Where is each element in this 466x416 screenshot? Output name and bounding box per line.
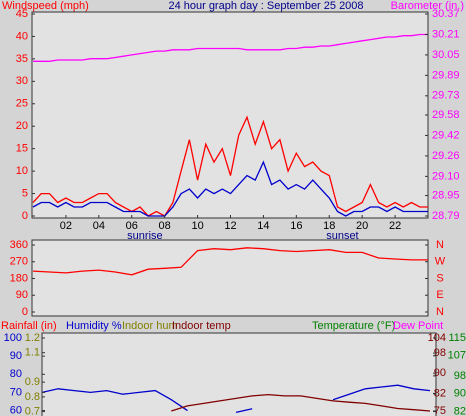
y2-tick-label: S bbox=[436, 272, 443, 284]
x-tick-label: 02 bbox=[60, 220, 72, 232]
y-tick-label: 107 bbox=[448, 350, 466, 362]
y-tick-label: 82 bbox=[454, 405, 466, 416]
x-tick-label: 14 bbox=[257, 220, 269, 232]
y2-tick-label: 30.21 bbox=[432, 28, 460, 40]
x-tick-label: 06 bbox=[126, 220, 138, 232]
y-tick-label: 98 bbox=[434, 347, 446, 359]
legend-label: Dew Point bbox=[393, 320, 443, 332]
y-tick-label: 0.9 bbox=[25, 376, 40, 388]
y-tick-label: 70 bbox=[10, 386, 22, 398]
y2-tick-label: 29.26 bbox=[432, 150, 460, 162]
x-tick-label: 10 bbox=[191, 220, 203, 232]
y-tick-label: 90 bbox=[16, 289, 28, 301]
y2-tick-label: 30.37 bbox=[432, 8, 460, 20]
direction-plot-area bbox=[31, 239, 429, 317]
annotation: sunrise bbox=[127, 230, 162, 242]
y-tick-label: 10 bbox=[16, 165, 28, 177]
y-tick-label: 60 bbox=[10, 404, 22, 416]
y2-tick-label: 29.73 bbox=[432, 90, 460, 102]
temp-plot-area bbox=[41, 332, 437, 416]
annotation: sunset bbox=[326, 230, 358, 242]
y-tick-label: 104 bbox=[428, 332, 446, 344]
series-line bbox=[32, 115, 428, 217]
y-tick-label: 115 bbox=[448, 332, 466, 344]
series-line bbox=[32, 160, 428, 217]
y-tick-label: 90 bbox=[454, 388, 466, 400]
y-tick-label: 45 bbox=[16, 8, 28, 20]
y2-tick-label: 30.05 bbox=[432, 49, 460, 61]
y-tick-label: 80 bbox=[10, 368, 22, 380]
legend-label: Temperature (°F) bbox=[312, 320, 395, 332]
y2-tick-label: W bbox=[435, 256, 446, 268]
y-tick-label: 0 bbox=[22, 210, 28, 222]
wind-lines bbox=[32, 33, 428, 217]
x-tick-label: 08 bbox=[159, 220, 171, 232]
y-tick-label: 15 bbox=[16, 143, 28, 155]
y-tick-label: 270 bbox=[10, 256, 28, 268]
direction-line bbox=[32, 247, 428, 276]
y-tick-label: 5 bbox=[22, 187, 28, 199]
wind-axis-title: Windspeed (mph) bbox=[2, 0, 89, 12]
x-tick-label: 18 bbox=[323, 220, 335, 232]
y2-tick-label: E bbox=[436, 289, 443, 301]
y2-tick-label: 29.58 bbox=[432, 109, 460, 121]
y-tick-label: 1.2 bbox=[25, 332, 40, 344]
y2-tick-label: 28.95 bbox=[432, 189, 460, 201]
y-tick-label: 90 bbox=[434, 367, 446, 379]
x-tick-label: 22 bbox=[389, 220, 401, 232]
y-tick-label: 82 bbox=[434, 387, 446, 399]
wind-plot-area bbox=[31, 11, 429, 219]
y-tick-label: 180 bbox=[10, 272, 28, 284]
temp-lines bbox=[42, 384, 431, 414]
x-tick-label: 16 bbox=[290, 220, 302, 232]
y2-tick-label: N bbox=[436, 239, 444, 251]
chart-title: 24 hour graph day : September 25 2008 bbox=[168, 0, 363, 12]
legend-label: Humidity % bbox=[66, 320, 122, 332]
legend-label: Rainfall (in) bbox=[1, 320, 57, 332]
y-tick-label: 75 bbox=[434, 405, 446, 416]
direction-lines bbox=[32, 247, 428, 276]
series-line bbox=[42, 384, 431, 414]
y-tick-label: 98 bbox=[454, 370, 466, 382]
series-line bbox=[171, 393, 431, 412]
y2-tick-label: N bbox=[436, 306, 444, 318]
y2-tick-label: 29.42 bbox=[432, 129, 460, 141]
y2-tick-label: 29.89 bbox=[432, 69, 460, 81]
legend-label: Indoor hum bbox=[122, 320, 178, 332]
y-tick-label: 0.8 bbox=[25, 391, 40, 403]
y-tick-label: 30 bbox=[16, 75, 28, 87]
y-tick-label: 20 bbox=[16, 120, 28, 132]
y-tick-label: 35 bbox=[16, 53, 28, 65]
y-tick-label: 100 bbox=[4, 332, 22, 344]
y-tick-label: 90 bbox=[10, 350, 22, 362]
y2-tick-label: 29.10 bbox=[432, 170, 460, 182]
y-tick-label: 25 bbox=[16, 98, 28, 110]
y-tick-label: 360 bbox=[10, 239, 28, 251]
y2-tick-label: 28.79 bbox=[432, 210, 460, 222]
y-tick-label: 0 bbox=[22, 306, 28, 318]
barometer-axis-title: Barometer (in.) bbox=[391, 0, 464, 12]
legend-label: Indoor temp bbox=[172, 320, 231, 332]
x-tick-label: 12 bbox=[224, 220, 236, 232]
y-tick-label: 0.7 bbox=[25, 405, 40, 416]
x-tick-label: 04 bbox=[93, 220, 105, 232]
x-tick-label: 20 bbox=[356, 220, 368, 232]
y-tick-label: 40 bbox=[16, 30, 28, 42]
series-line bbox=[33, 33, 428, 62]
y-tick-label: 1.1 bbox=[25, 347, 40, 359]
